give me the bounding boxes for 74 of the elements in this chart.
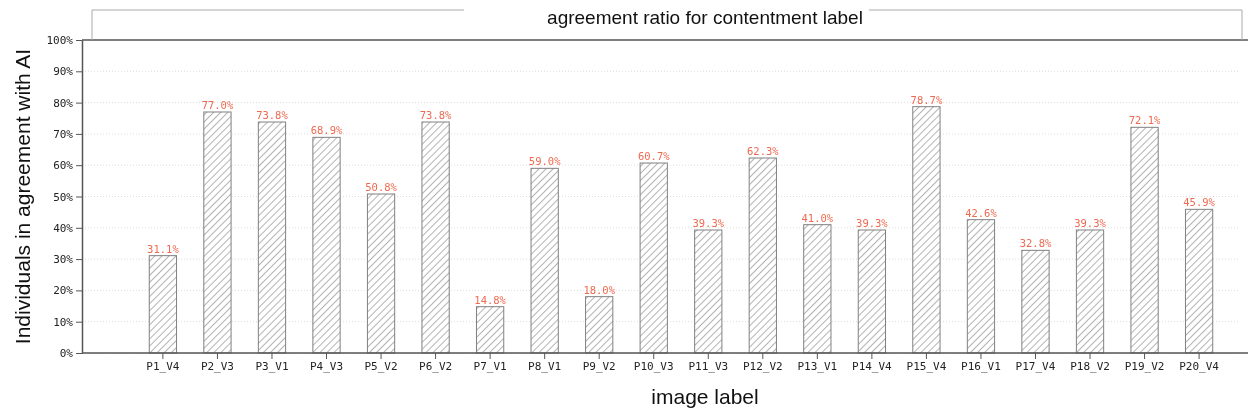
data-label: 60.7% (637, 150, 671, 163)
y-tick-label: 100% (46, 34, 74, 48)
x-tick-label: P18_V2 (1070, 359, 1110, 373)
y-tick-label: 20% (53, 284, 74, 298)
data-label: 31.1% (147, 242, 180, 255)
data-label: 73.8% (256, 109, 289, 122)
x-tick-label: P7_V1 (473, 359, 507, 373)
bar (312, 136, 341, 354)
data-label: 32.8% (1019, 237, 1052, 250)
x-tick-label: P11_V3 (688, 359, 729, 373)
x-tick-label: P14_V4 (852, 359, 893, 373)
x-tick-label: P2_V3 (200, 359, 234, 373)
bar (475, 306, 505, 354)
x-tick-label: P9_V2 (582, 359, 616, 373)
data-label: 72.1% (1128, 114, 1162, 127)
bar (912, 106, 941, 354)
bar (366, 193, 396, 354)
x-tick-label: P12_V2 (742, 359, 783, 373)
bar (203, 111, 232, 354)
data-label: 14.8% (474, 293, 507, 306)
data-label: 50.8% (365, 181, 398, 193)
x-tick-label: P16_V1 (961, 359, 1001, 373)
data-label: 42.6% (965, 206, 998, 219)
y-tick-label: 80% (53, 96, 74, 110)
bar (857, 229, 887, 354)
y-tick-label: 40% (53, 221, 74, 235)
x-tick-label: P1_V4 (146, 359, 180, 373)
x-tick-label: P10_V3 (633, 359, 674, 373)
chart-title: agreement ratio for contentment label (547, 7, 863, 28)
x-tick-label: P17_V4 (1015, 359, 1056, 373)
bar (421, 121, 450, 354)
y-tick-label: 30% (53, 253, 74, 267)
bar (694, 229, 723, 354)
y-tick-label: 70% (53, 127, 74, 141)
data-label: 39.3% (1074, 216, 1107, 229)
bar (1184, 208, 1214, 354)
bar (1021, 249, 1050, 354)
x-tick-label: P5_V2 (364, 359, 398, 373)
y-tick-label: 60% (53, 159, 74, 173)
x-tick-label: P8_V1 (528, 359, 562, 373)
data-label: 45.9% (1183, 196, 1216, 209)
data-label: 78.7% (910, 93, 943, 106)
data-label: 39.3% (692, 216, 725, 229)
bar (257, 121, 287, 354)
data-label: 62.3% (747, 145, 780, 157)
y-tick-label: 0% (59, 347, 74, 361)
bar (1075, 229, 1105, 354)
data-label: 73.8% (419, 109, 453, 122)
y-tick-label: 10% (53, 315, 74, 329)
bar (1130, 126, 1159, 354)
bar (748, 157, 777, 354)
y-tick-label: 50% (53, 190, 74, 204)
data-label: 41.0% (801, 211, 834, 224)
bar (966, 219, 996, 354)
x-tick-label: P13_V1 (797, 359, 838, 373)
bar (803, 224, 832, 354)
x-tick-label: P3_V1 (255, 359, 289, 373)
data-label: 77.0% (201, 98, 234, 111)
data-label: 39.3% (856, 216, 889, 229)
bar (585, 296, 614, 354)
bar (530, 167, 559, 354)
data-label: 59.0% (528, 155, 562, 168)
data-label: 18.0% (583, 283, 616, 296)
bar (639, 162, 668, 354)
x-tick-label: P15_V4 (906, 359, 947, 373)
x-tick-label: P19_V2 (1124, 359, 1165, 373)
y-axis-title: Individuals in agreement with AI (11, 48, 34, 345)
bar (148, 255, 178, 354)
x-axis-title: image label (651, 385, 759, 408)
x-tick-label: P4_V3 (309, 359, 344, 373)
x-tick-label: P6_V2 (419, 359, 453, 373)
y-tick-label: 90% (53, 65, 74, 79)
x-tick-label: P20_V4 (1179, 359, 1220, 373)
data-label: 68.9% (310, 124, 343, 137)
